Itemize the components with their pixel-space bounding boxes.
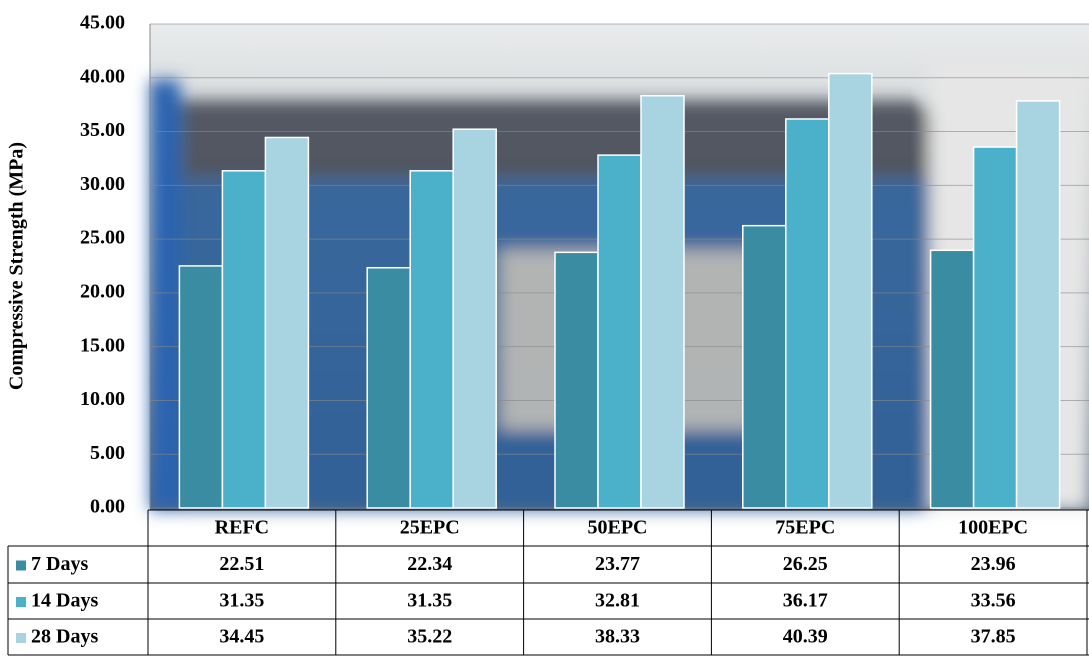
bar [785, 118, 830, 509]
table-value: 32.81 [595, 590, 640, 612]
table-value: 33.56 [971, 590, 1016, 612]
bar [221, 170, 267, 509]
bar [452, 128, 497, 509]
table-value: 38.33 [595, 626, 640, 648]
table-value: 35.22 [407, 626, 452, 648]
x-tick-label: 75EPC [775, 517, 835, 539]
x-tick-label: REFC [215, 517, 269, 539]
bar [554, 251, 599, 509]
y-tick-label: 30.00 [80, 173, 125, 195]
bar [640, 94, 685, 509]
y-tick-label: 5.00 [90, 442, 125, 464]
table-value: 26.25 [783, 553, 828, 575]
bar [597, 154, 642, 509]
table-value: 31.35 [219, 590, 264, 612]
table-value: 22.34 [407, 553, 452, 575]
bar [264, 136, 310, 509]
legend-swatch [16, 560, 26, 571]
table-value: 37.85 [971, 626, 1016, 648]
bar [742, 224, 787, 509]
x-tick-label: 50EPC [588, 517, 648, 539]
x-tick-label: 25EPC [400, 517, 460, 539]
y-tick-label: 25.00 [80, 227, 125, 249]
bar [828, 72, 873, 509]
table-value: 40.39 [783, 626, 828, 648]
table-value: 22.51 [219, 553, 264, 575]
y-tick-label: 20.00 [80, 280, 125, 302]
legend-label: 28 Days [31, 626, 98, 648]
y-tick-label: 45.00 [80, 12, 125, 34]
legend-swatch [16, 597, 26, 607]
legend-swatch [16, 633, 26, 643]
legend-label: 14 Days [31, 590, 98, 612]
table-value: 23.96 [971, 553, 1016, 575]
bar [1015, 100, 1061, 509]
bar [409, 170, 454, 509]
bar [972, 146, 1018, 509]
legend-label: 7 Days [31, 553, 88, 575]
table-value: 23.77 [595, 553, 640, 575]
bar [178, 265, 224, 509]
y-axis-label: Compressive Strength (MPa) [6, 142, 28, 390]
y-tick-label: 10.00 [80, 388, 125, 410]
y-tick-label: 15.00 [80, 334, 125, 356]
table-value: 36.17 [783, 590, 828, 612]
y-tick-label: 35.00 [80, 119, 125, 141]
y-tick-label: 40.00 [80, 65, 125, 87]
table-value: 31.35 [407, 590, 452, 612]
x-tick-label: 100EPC [958, 517, 1028, 539]
bar [929, 249, 975, 509]
bar [366, 266, 411, 509]
table-value: 34.45 [219, 626, 264, 648]
y-tick-label: 0.00 [90, 496, 125, 518]
